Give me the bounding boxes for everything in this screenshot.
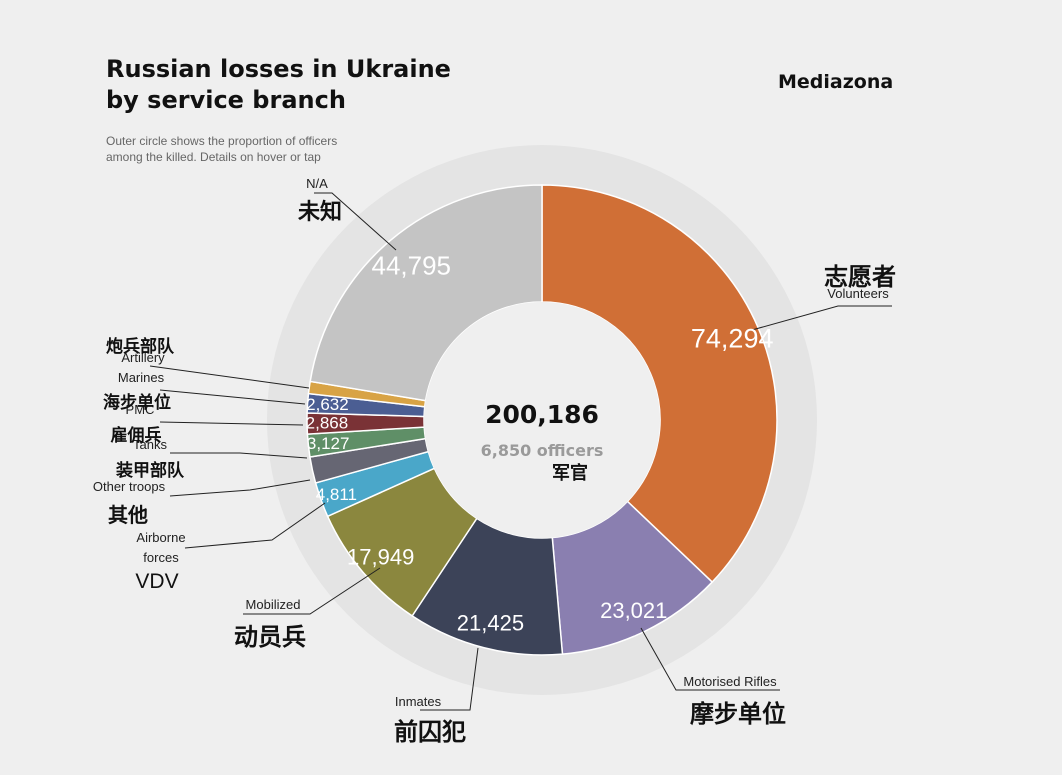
label-en-volunteers: Volunteers <box>827 286 889 301</box>
value-label-volunteers: 74,294 <box>691 323 774 353</box>
leader-line-marines <box>159 389 306 405</box>
chart-subtitle: Outer circle shows the proportion of off… <box>106 133 376 165</box>
title-line-2: by service branch <box>106 86 346 114</box>
label-en-pmc: PMC <box>126 402 155 417</box>
label-cn-artillery: 炮兵部队 <box>106 336 175 357</box>
leader-line-other-troops <box>169 479 311 497</box>
value-label-mobilized: 17,949 <box>347 544 414 569</box>
leader-line-airborne-forces <box>184 502 326 549</box>
label-cn-other-troops: 其他 <box>108 503 148 527</box>
label-cn-inmates: 前囚犯 <box>394 717 466 746</box>
leader-line-artillery <box>149 365 310 389</box>
value-label-pmc: 2,868 <box>306 414 349 433</box>
center-total: 200,186 <box>485 400 599 429</box>
value-label-motorised-rifles: 23,021 <box>600 598 667 623</box>
label-en-n-a: N/A <box>306 176 328 191</box>
label-en-tanks: Tanks <box>133 437 167 452</box>
label-en-airborne-forces-line2: forces <box>143 550 179 565</box>
label-en-mobilized: Mobilized <box>246 597 301 612</box>
label-cn-n-a: 未知 <box>298 199 342 225</box>
label-cn-tanks: 装甲部队 <box>115 460 185 481</box>
donut-hole <box>424 302 660 538</box>
value-label-n-a: 44,795 <box>371 251 451 281</box>
leader-line-motorised-rifles <box>640 627 780 691</box>
label-en-artillery: Artillery <box>121 350 165 365</box>
leader-line-inmates <box>420 647 479 711</box>
value-label-marines: 2,632 <box>306 395 349 414</box>
label-cn-volunteers: 志愿者 <box>824 262 896 291</box>
label-cn-pmc: 雇佣兵 <box>111 425 162 446</box>
label-cn-motorised-rifles: 摩步单位 <box>690 699 786 728</box>
label-cn-mobilized: 动员兵 <box>234 622 306 651</box>
label-en-marines: Marines <box>118 370 165 385</box>
subtitle-line-1: Outer circle shows the proportion of off… <box>106 134 338 148</box>
chart-title: Russian losses in Ukraine by service bra… <box>106 54 451 116</box>
label-en-inmates: Inmates <box>395 694 442 709</box>
leader-line-mobilized <box>243 567 381 615</box>
label-cn-marines: 海步单位 <box>103 392 171 413</box>
center-officers-cn: 军官 <box>552 462 588 484</box>
brand-logo: Mediazona <box>778 71 894 93</box>
title-line-1: Russian losses in Ukraine <box>106 55 451 83</box>
value-label-airborne-forces: 4,811 <box>316 485 357 504</box>
leader-line-n-a <box>314 192 397 251</box>
label-en-motorised-rifles: Motorised Rifles <box>683 674 777 689</box>
label-en-other-troops: Other troops <box>93 479 166 494</box>
value-label-tanks: 3,127 <box>307 434 350 453</box>
label-cn-airborne-forces: VDV <box>135 570 178 593</box>
leader-line-volunteers <box>751 305 892 331</box>
center-officers: 6,850 officers <box>481 441 604 460</box>
leader-line-tanks <box>170 452 308 459</box>
label-en-airborne-forces: Airborne <box>136 530 185 545</box>
subtitle-line-2: among the killed. Details on hover or ta… <box>106 150 321 164</box>
leader-line-pmc <box>159 421 304 426</box>
value-label-inmates: 21,425 <box>457 610 524 635</box>
